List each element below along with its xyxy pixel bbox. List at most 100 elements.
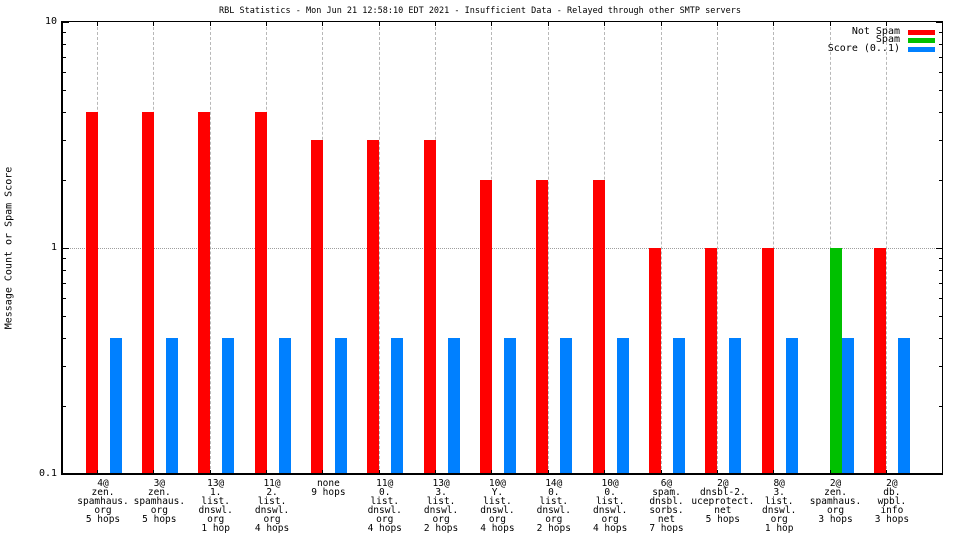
x-tick (322, 470, 324, 474)
y-tick (939, 269, 942, 271)
y-tick (63, 258, 66, 260)
y-tick (939, 111, 942, 113)
y-tick (939, 316, 942, 318)
y-tick (63, 337, 66, 339)
bar-score-0-1-2 (165, 337, 178, 474)
category-label: 13@ 3. list. dnswl. org 2 hops (423, 478, 459, 534)
bar-not-spam-6 (367, 140, 380, 474)
category-label: 10@ Y. list. dnswl. org 4 hops (480, 478, 515, 534)
category-label: 13@ 1. list. dnswl. org 1 hop (198, 478, 233, 534)
y-tick (63, 405, 66, 407)
bar-not-spam-7 (423, 140, 436, 474)
x-tick (378, 22, 380, 26)
y-tick-major (63, 248, 69, 249)
category-label: 14@ 0. list. dnswl. org 2 hops (536, 478, 571, 534)
x-tick (153, 22, 155, 26)
x-tick (435, 22, 437, 26)
legend-label: Score (0..1) (827, 43, 900, 55)
bar-not-spam-5 (310, 140, 323, 474)
bar-score-0-1-11 (673, 337, 685, 474)
y-tick (63, 298, 66, 300)
bar-score-0-1-12 (729, 337, 742, 474)
x-tick (604, 470, 606, 474)
plot-border (61, 21, 943, 475)
y-tick-major (936, 474, 942, 475)
y-tick (63, 57, 66, 58)
x-tick (209, 22, 211, 26)
y-tick (63, 269, 66, 271)
y-tick (939, 72, 942, 74)
bar-spam-14 (830, 248, 843, 474)
x-tick (491, 470, 493, 474)
x-tick (660, 22, 662, 26)
legend-swatch-not-spam (908, 29, 935, 35)
y-tick (63, 32, 66, 34)
y-tick (939, 57, 942, 58)
y-tick (939, 298, 942, 300)
bar-score-0-1-1 (109, 337, 122, 474)
y-tick (939, 90, 942, 92)
bar-not-spam-13 (761, 248, 774, 474)
y-tick-major (936, 22, 942, 23)
y-tick (63, 179, 66, 181)
y-tick (63, 72, 66, 74)
y-tick (63, 90, 66, 92)
bar-score-0-1-15 (898, 337, 911, 474)
x-tick (97, 470, 98, 474)
x-tick (435, 470, 437, 474)
bar-score-0-1-4 (278, 337, 291, 474)
y-tick (63, 140, 66, 142)
y-tick (63, 316, 66, 318)
category-label: 4@ zen. spamhaus. org 5 hops (77, 478, 129, 525)
hgrid-line (63, 248, 943, 249)
legend-swatch-score-0-1 (908, 47, 935, 53)
category-label: 3@ zen. spamhaus. org 5 hops (133, 478, 186, 525)
y-tick (939, 140, 942, 142)
bar-not-spam-2 (141, 111, 154, 474)
x-tick (829, 470, 831, 474)
category-label: 2@ db. wpbl. info 3 hops (874, 478, 910, 525)
x-tick (266, 470, 268, 474)
y-tick-major (63, 22, 69, 23)
y-tick-label: 0.1 (38, 468, 57, 479)
category-label: none 9 hops (311, 478, 346, 498)
category-label: 10@ 0. list. dnswl. org 4 hops (592, 478, 628, 534)
y-tick (939, 366, 942, 368)
legend-swatch-spam (908, 38, 935, 44)
y-tick (939, 179, 942, 181)
y-tick (939, 283, 942, 284)
category-label: 2@ dnsbl-2. uceprotect. net 5 hops (691, 478, 755, 525)
x-tick (97, 22, 98, 26)
chart-title: RBL Statistics - Mon Jun 21 12:58:10 EDT… (219, 6, 741, 16)
x-tick (491, 22, 493, 26)
x-tick (885, 470, 887, 474)
bar-not-spam-12 (705, 248, 718, 474)
x-tick (604, 22, 606, 26)
bar-not-spam-1 (85, 111, 98, 474)
y-tick (63, 366, 66, 368)
y-tick-label: 10 (44, 16, 57, 27)
x-tick (829, 22, 831, 26)
y-tick-label: 1 (50, 242, 57, 253)
y-tick-major (63, 474, 69, 475)
bar-not-spam-10 (592, 179, 605, 474)
bar-score-0-1-10 (616, 337, 629, 474)
bar-score-0-1-8 (503, 337, 516, 474)
bar-not-spam-3 (198, 111, 211, 474)
y-tick-major (936, 248, 942, 249)
x-tick (773, 470, 775, 474)
bar-not-spam-15 (874, 248, 887, 474)
y-tick (939, 405, 942, 407)
x-tick (209, 470, 211, 474)
category-label: 11@ 0. list. dnswl. org 4 hops (367, 478, 402, 534)
category-label: 11@ 2. list. dnswl. org 4 hops (254, 478, 290, 534)
y-tick (939, 43, 942, 45)
x-tick (773, 22, 775, 26)
bar-score-0-1-13 (785, 337, 798, 474)
y-tick (939, 32, 942, 34)
x-tick (378, 470, 380, 474)
bar-score-0-1-5 (334, 337, 347, 474)
x-tick (660, 470, 662, 474)
